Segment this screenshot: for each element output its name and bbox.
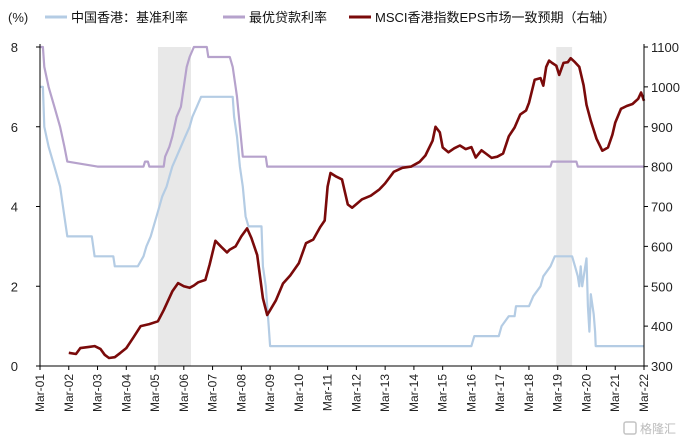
right-tick-label: 900 xyxy=(651,120,673,135)
x-tick-label: Mar-08 xyxy=(234,374,248,412)
legend-label-eps: MSCI香港指数EPS市场一致预期（右轴） xyxy=(375,10,616,25)
eps-line xyxy=(68,56,646,360)
right-tick-label: 300 xyxy=(651,359,673,374)
x-tick-label: Mar-03 xyxy=(91,374,105,412)
x-tick-label: Mar-04 xyxy=(119,374,133,412)
x-tick-label: Mar-18 xyxy=(522,374,536,412)
right-tick-label: 1000 xyxy=(651,80,680,95)
series-layer xyxy=(40,45,646,360)
x-tick-label: Mar-01 xyxy=(33,374,47,412)
left-axis-unit: (%) xyxy=(8,10,28,25)
x-tick-label: Mar-10 xyxy=(292,374,306,412)
prime-rate-line xyxy=(40,45,644,168)
axes: 0 2 4 6 8 300 400 500 600 700 800 900 1000 1100 Mar-01… xyxy=(11,40,680,412)
legend-label-prime-rate: 最优贷款利率 xyxy=(249,10,327,25)
left-tick-label: 8 xyxy=(11,40,18,55)
base-rate-line xyxy=(40,85,644,348)
x-tick-label: Mar-07 xyxy=(206,374,220,412)
right-tick-label: 800 xyxy=(651,160,673,175)
left-tick-label: 6 xyxy=(11,120,18,135)
watermark: 格隆汇 xyxy=(623,421,676,436)
watermark-logo-icon xyxy=(623,421,637,435)
x-tick-label: Mar-15 xyxy=(436,374,450,412)
left-tick-label: 4 xyxy=(11,200,18,215)
right-tick-label: 400 xyxy=(651,319,673,334)
left-tick-label: 0 xyxy=(11,359,18,374)
shaded-period xyxy=(157,47,191,366)
x-tick-label: Mar-19 xyxy=(551,374,565,412)
x-tick-label: Mar-14 xyxy=(407,374,421,412)
x-tick-label: Mar-21 xyxy=(608,374,622,412)
shaded-period xyxy=(556,47,573,366)
x-tick-label: Mar-11 xyxy=(321,374,335,411)
left-tick-label: 2 xyxy=(11,279,18,294)
right-tick-label: 600 xyxy=(651,239,673,254)
x-tick-label: Mar-02 xyxy=(62,374,76,412)
x-tick-label: Mar-12 xyxy=(349,374,363,412)
right-tick-label: 700 xyxy=(651,200,673,215)
legend: 中国香港：基准利率 最优贷款利率 MSCI香港指数EPS市场一致预期（右轴） xyxy=(45,10,616,25)
x-tick-label: Mar-09 xyxy=(263,374,277,412)
shaded-periods xyxy=(157,47,573,366)
right-tick-label: 1100 xyxy=(651,40,679,55)
watermark-text: 格隆汇 xyxy=(640,421,676,436)
x-tick-label: Mar-05 xyxy=(148,374,162,412)
x-tick-label: Mar-13 xyxy=(378,374,392,412)
right-tick-label: 500 xyxy=(651,279,673,294)
x-tick-label: Mar-20 xyxy=(579,374,593,412)
legend-label-base-rate: 中国香港：基准利率 xyxy=(71,10,188,25)
x-tick-label: Mar-16 xyxy=(464,374,478,412)
x-tick-label: Mar-17 xyxy=(493,374,507,412)
x-tick-label: Mar-22 xyxy=(637,374,651,412)
x-tick-label: Mar-06 xyxy=(177,374,191,412)
